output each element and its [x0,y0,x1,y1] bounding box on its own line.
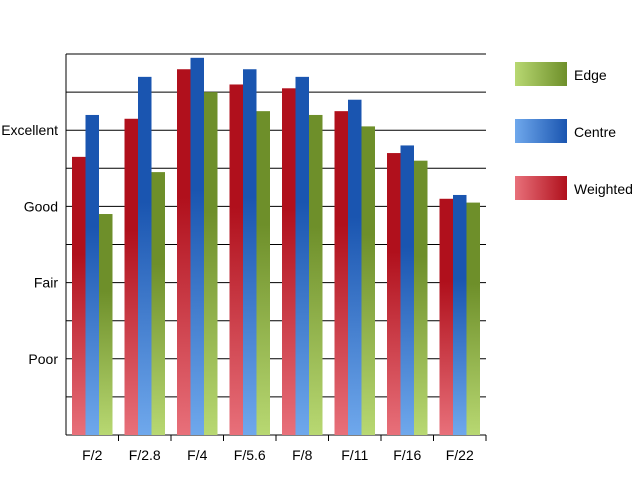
bar-centre-f/22 [453,194,467,435]
y-tick-label: Good [24,198,58,214]
x-tick-label: F/22 [446,447,474,463]
bars [72,57,480,436]
legend-swatch-centre [515,119,567,143]
legend-swatch-weighted [515,176,567,200]
legend-swatch-edge [515,62,567,86]
bar-centre-f/5.6 [243,69,257,436]
x-tick-label: F/2.8 [129,447,161,463]
legend-label-weighted: Weighted [574,181,633,197]
x-tick-label: F/2 [82,447,102,463]
y-tick-label: Excellent [1,122,58,138]
bar-weighted-f/2.8 [124,118,138,436]
legend: Edge Centre Weighted [515,62,633,200]
bar-edge-f/2 [99,214,113,435]
y-tick-label: Poor [28,351,58,367]
x-tick-label: F/8 [292,447,312,463]
x-tick-label: F/5.6 [234,447,266,463]
bar-edge-f/4 [204,92,218,435]
legend-label-edge: Edge [574,67,607,83]
bar-weighted-f/22 [439,198,453,435]
bar-edge-f/2.8 [151,172,165,436]
bar-centre-f/2.8 [138,76,152,436]
bar-centre-f/8 [295,76,309,436]
bar-weighted-f/5.6 [229,84,243,435]
bar-edge-f/16 [414,160,428,435]
legend-label-centre: Centre [574,124,616,140]
tick-labels: Poor Fair Good Excellent F/2 F/2.8 F/4 F/5.6 F/8… [1,122,474,463]
x-tick-label: F/11 [341,447,368,463]
bar-weighted-f/11 [334,111,348,436]
y-tick-label: Fair [34,275,58,291]
bar-edge-f/5.6 [256,111,270,436]
x-tick-label: F/16 [393,447,421,463]
bar-centre-f/2 [85,114,99,436]
bar-weighted-f/16 [387,153,401,435]
bar-edge-f/22 [466,202,480,435]
x-tick-label: F/4 [187,447,207,463]
bar-edge-f/11 [361,126,375,435]
bar-weighted-f/8 [282,88,296,435]
bar-centre-f/11 [348,99,362,435]
bar-centre-f/16 [400,145,414,435]
bar-weighted-f/4 [177,69,191,436]
bar-edge-f/8 [309,114,323,436]
bar-centre-f/4 [190,57,204,436]
bar-weighted-f/2 [72,156,86,435]
